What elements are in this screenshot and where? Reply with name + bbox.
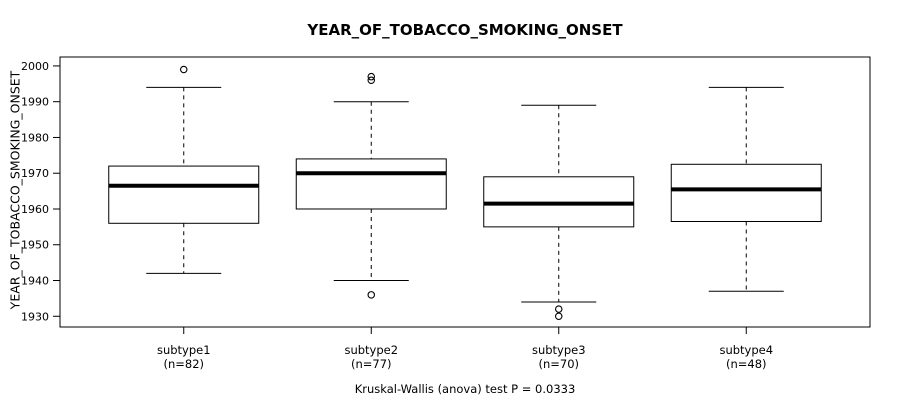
x-tick-sublabel: (n=70) xyxy=(538,357,579,371)
y-tick-label: 1970 xyxy=(21,167,49,180)
boxplot-subtype4: subtype4(n=48) xyxy=(670,86,822,371)
plot-frame xyxy=(59,56,871,328)
boxplot-subtype2: subtype2(n=77) xyxy=(295,72,447,371)
outlier-point xyxy=(554,312,563,321)
outlier-point xyxy=(367,72,375,81)
y-tick-label: 2000 xyxy=(21,60,49,73)
x-tick-sublabel: (n=77) xyxy=(351,357,392,371)
outlier-point xyxy=(367,76,375,84)
x-tick-sublabel: (n=82) xyxy=(163,357,204,371)
x-tick-sublabel: (n=48) xyxy=(726,357,767,371)
y-tick-label: 1980 xyxy=(21,131,49,144)
x-tick-label: subtype1 xyxy=(157,343,211,357)
iqr-box xyxy=(295,158,447,210)
y-tick-label: 1960 xyxy=(21,203,49,216)
y-tick-label: 1940 xyxy=(21,275,49,288)
y-tick-label: 1930 xyxy=(21,310,49,323)
x-tick-label: subtype2 xyxy=(344,343,398,357)
boxplot-subtype1: subtype1(n=82) xyxy=(108,65,260,371)
outlier-point xyxy=(554,305,563,313)
stat-test-caption: Kruskal-Wallis (anova) test P = 0.0333 xyxy=(354,382,576,396)
x-tick-label: subtype4 xyxy=(719,343,773,357)
x-tick-label: subtype3 xyxy=(532,343,586,357)
y-tick-label: 1990 xyxy=(21,96,49,109)
chart-title: YEAR_OF_TOBACCO_SMOKING_ONSET xyxy=(307,21,623,39)
outlier-point xyxy=(367,291,375,299)
iqr-box xyxy=(670,163,822,223)
y-tick-label: 1950 xyxy=(21,239,49,252)
iqr-box xyxy=(108,165,260,224)
boxplot-subtype3: subtype3(n=70) xyxy=(483,104,635,371)
outlier-point xyxy=(180,65,188,74)
